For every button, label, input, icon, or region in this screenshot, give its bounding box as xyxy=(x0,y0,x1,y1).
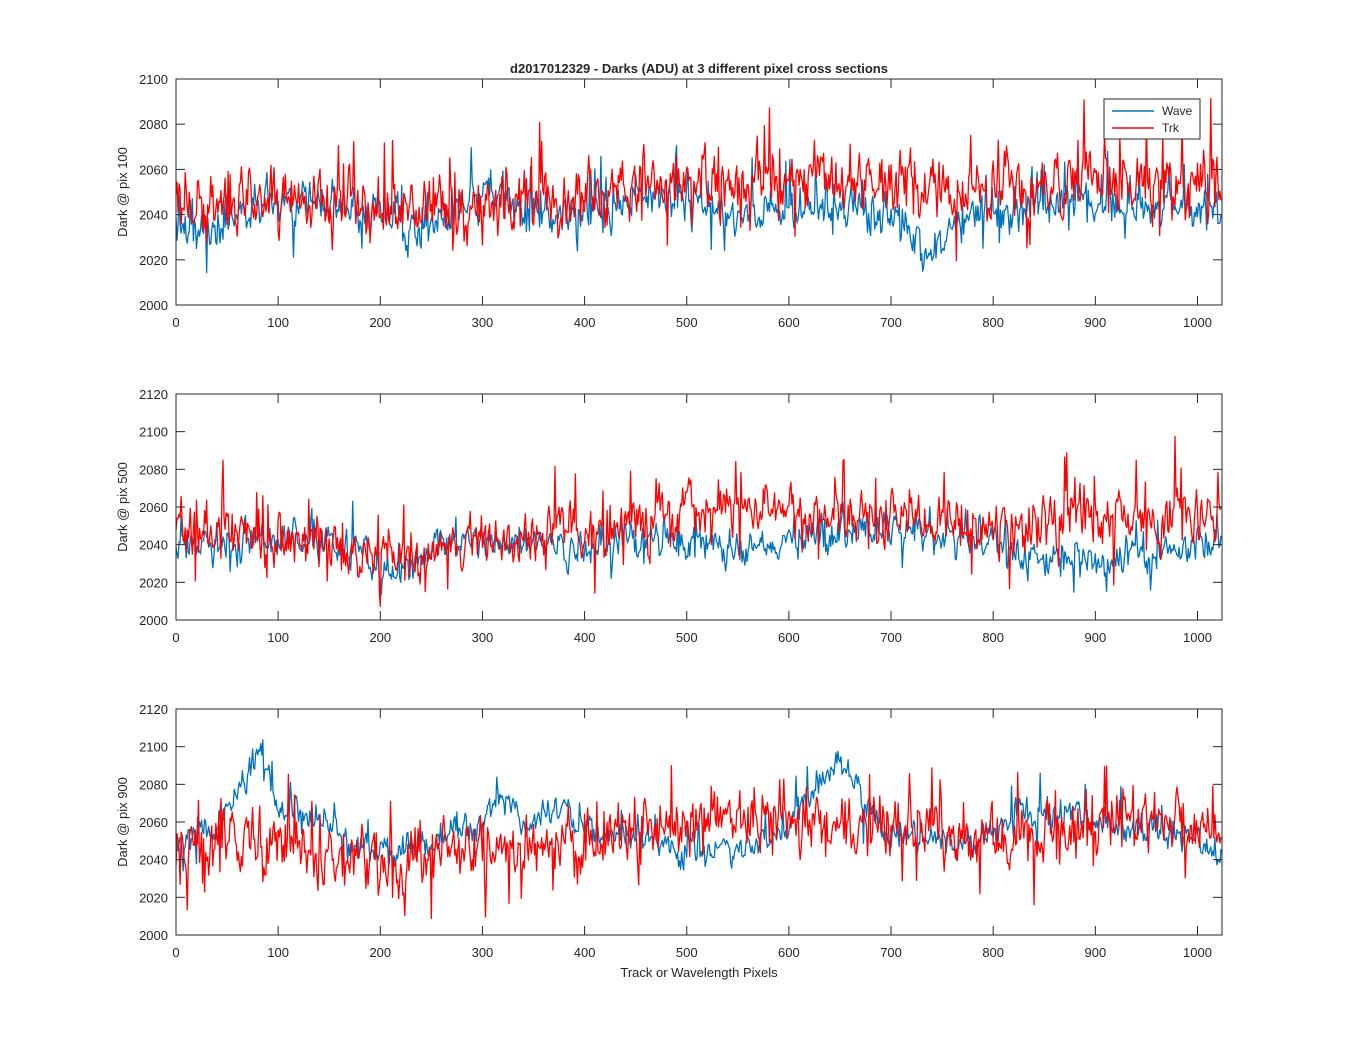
x-tick-label: 700 xyxy=(880,630,902,645)
y-tick-label: 2000 xyxy=(139,928,168,943)
x-tick-label: 700 xyxy=(880,315,902,330)
y-tick-label: 2060 xyxy=(139,815,168,830)
series-line-wave xyxy=(176,500,1222,596)
y-tick-label: 2080 xyxy=(139,462,168,477)
x-tick-label: 0 xyxy=(172,945,179,960)
series-line-trk xyxy=(176,97,1222,262)
x-tick-label: 400 xyxy=(574,630,596,645)
chart-title: d2017012329 - Darks (ADU) at 3 different… xyxy=(510,61,888,76)
y-axis-label: Dark @ pix 900 xyxy=(115,777,130,867)
y-tick-label: 2060 xyxy=(139,162,168,177)
x-tick-label: 300 xyxy=(472,315,494,330)
x-axis-label: Track or Wavelength Pixels xyxy=(620,965,778,980)
x-tick-label: 800 xyxy=(982,945,1004,960)
y-tick-label: 2000 xyxy=(139,613,168,628)
x-tick-label: 1000 xyxy=(1183,315,1212,330)
x-tick-label: 300 xyxy=(472,630,494,645)
x-tick-label: 800 xyxy=(982,630,1004,645)
y-tick-label: 2100 xyxy=(139,425,168,440)
legend-label-wave: Wave xyxy=(1162,104,1193,118)
y-tick-label: 2040 xyxy=(139,208,168,223)
x-tick-label: 200 xyxy=(369,315,391,330)
x-tick-label: 600 xyxy=(778,630,800,645)
y-tick-label: 2020 xyxy=(139,575,168,590)
x-tick-label: 100 xyxy=(267,630,289,645)
x-tick-label: 200 xyxy=(369,945,391,960)
x-tick-label: 500 xyxy=(676,315,698,330)
x-tick-label: 0 xyxy=(172,630,179,645)
y-tick-label: 2100 xyxy=(139,72,168,87)
x-tick-label: 500 xyxy=(676,630,698,645)
chart-panel-3: 0 100 200 300 400 500 600 700 800 900 1000 2000 2020… xyxy=(115,702,1223,980)
y-tick-label: 2020 xyxy=(139,253,168,268)
chart-panel-2: 0 100 200 300 400 500 600 700 800 900 1000 2000 2020… xyxy=(115,387,1223,645)
y-tick-label: 2100 xyxy=(139,740,168,755)
y-tick-label: 2120 xyxy=(139,702,168,717)
x-tick-label: 500 xyxy=(676,945,698,960)
x-tick-label: 900 xyxy=(1084,630,1106,645)
legend: Wave Trk xyxy=(1103,98,1201,140)
series-line-trk xyxy=(176,765,1222,919)
y-tick-label: 2040 xyxy=(139,538,168,553)
x-tick-label: 600 xyxy=(778,315,800,330)
y-tick-label: 2040 xyxy=(139,853,168,868)
y-tick-label: 2120 xyxy=(139,387,168,402)
series-line-trk xyxy=(176,435,1222,607)
x-tick-label: 800 xyxy=(982,315,1004,330)
axes-box xyxy=(175,78,1223,306)
series-line-wave xyxy=(176,144,1222,274)
y-axis-label: Dark @ pix 100 xyxy=(115,147,130,237)
chart-panel-1: 0 100 200 300 400 500 600 700 800 900 1000 2000 2020… xyxy=(115,61,1223,330)
x-tick-label: 400 xyxy=(574,945,596,960)
x-tick-label: 900 xyxy=(1084,315,1106,330)
x-tick-label: 900 xyxy=(1084,945,1106,960)
x-tick-label: 200 xyxy=(369,630,391,645)
x-tick-label: 0 xyxy=(172,315,179,330)
x-tick-label: 1000 xyxy=(1183,945,1212,960)
y-tick-label: 2020 xyxy=(139,890,168,905)
series-line-wave xyxy=(176,739,1222,872)
legend-label-trk: Trk xyxy=(1162,121,1180,135)
x-tick-label: 100 xyxy=(267,315,289,330)
x-tick-label: 1000 xyxy=(1183,630,1212,645)
x-tick-label: 100 xyxy=(267,945,289,960)
x-tick-label: 700 xyxy=(880,945,902,960)
y-tick-label: 2080 xyxy=(139,777,168,792)
y-tick-label: 2000 xyxy=(139,298,168,313)
x-tick-label: 300 xyxy=(472,945,494,960)
legend-box xyxy=(1103,98,1201,140)
y-tick-label: 2060 xyxy=(139,500,168,515)
plot-area xyxy=(176,394,1222,620)
x-tick-label: 400 xyxy=(574,315,596,330)
y-axis-label: Dark @ pix 500 xyxy=(115,462,130,552)
x-tick-label: 600 xyxy=(778,945,800,960)
y-tick-label: 2080 xyxy=(139,117,168,132)
plots: 0 100 200 300 400 500 600 700 800 900 100020002020… xyxy=(115,61,1223,980)
